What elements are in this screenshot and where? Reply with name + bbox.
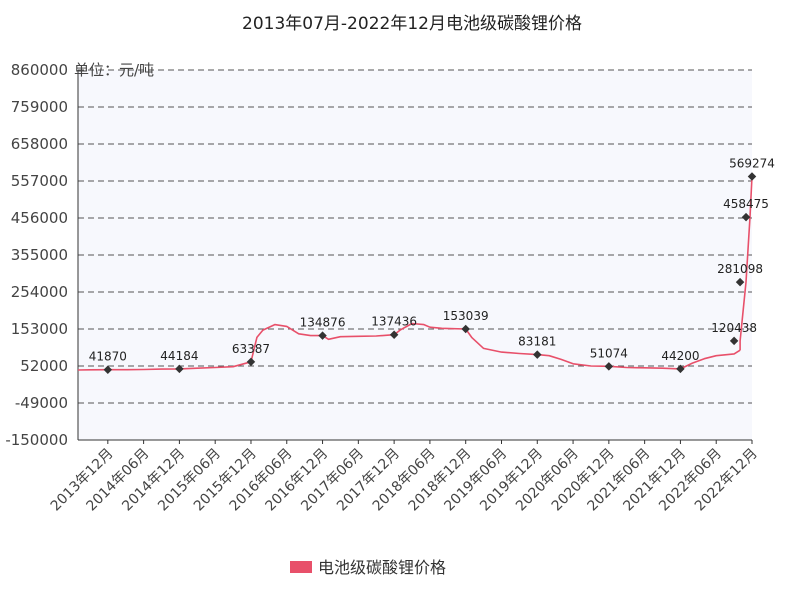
data-point [246, 357, 256, 367]
legend-label: 电池级碳酸锂价格 [318, 558, 446, 577]
data-point [103, 365, 113, 374]
y-tick-label: 254000 [11, 283, 68, 301]
y-tick-label: 658000 [11, 135, 68, 153]
y-tick-label: 153000 [11, 320, 68, 338]
data-label: 569274 [729, 157, 775, 171]
y-tick-label: 759000 [11, 98, 68, 116]
data-point [604, 362, 614, 371]
data-label: 458475 [723, 197, 769, 211]
data-point [533, 350, 542, 359]
legend: 电池级碳酸锂价格 [290, 558, 446, 577]
data-label: 63387 [232, 342, 270, 356]
series-layer [77, 176, 753, 371]
y-tick-label: -150000 [5, 431, 68, 449]
data-label: 41870 [89, 350, 127, 364]
data-label: 44200 [661, 349, 699, 363]
y-tick-label: -49000 [15, 394, 68, 412]
data-label: 137436 [371, 315, 417, 329]
chart-title: 2013年07月-2022年12月电池级碳酸锂价格 [242, 14, 582, 34]
series-line [77, 322, 741, 371]
data-label: 153039 [443, 309, 489, 323]
unit-label: 单位：元/吨 [74, 61, 154, 79]
data-label: 281098 [717, 262, 763, 276]
data-point [735, 277, 745, 287]
y-axis-ticks: 860000 759000 658000 557000 456000 355000 2540… [5, 61, 68, 449]
y-tick-label: 860000 [11, 61, 68, 79]
series-line-tail [739, 176, 753, 351]
data-label: 83181 [518, 335, 556, 349]
data-label: 51074 [590, 346, 628, 360]
data-point [729, 336, 739, 346]
data-label: 134876 [300, 316, 346, 330]
data-labels: 41870 44184 63387 134876 137436 153039 83181 51… [89, 157, 775, 364]
y-tick-label: 557000 [11, 172, 68, 190]
legend-swatch [290, 561, 312, 573]
y-tick-label: 355000 [11, 246, 68, 264]
x-axis-ticks: 2013年12月2014年06月2014年12月2015年06月2015年12月… [48, 440, 761, 514]
data-label: 44184 [160, 349, 198, 363]
y-tick-label: 456000 [11, 209, 68, 227]
data-point [389, 330, 399, 339]
data-point [461, 324, 470, 334]
data-label: 120438 [711, 321, 757, 335]
y-tick-label: 52000 [20, 357, 68, 375]
axes [77, 70, 752, 441]
data-point [175, 364, 184, 374]
data-point [676, 364, 685, 374]
data-point [318, 331, 327, 340]
